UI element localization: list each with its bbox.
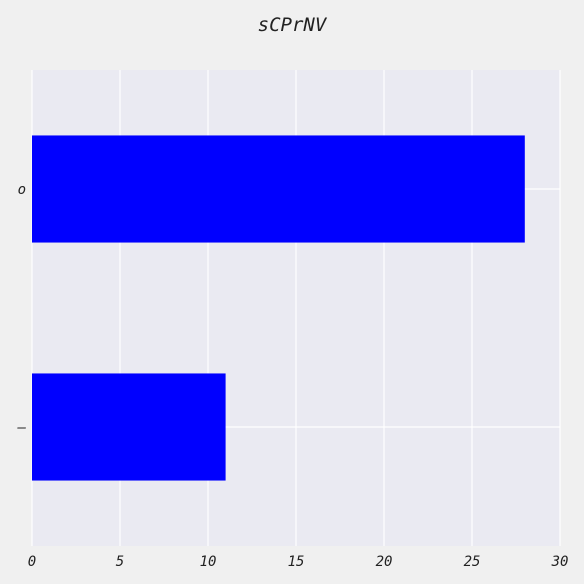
y-tick-label: o	[18, 182, 26, 198]
bar	[32, 373, 226, 481]
x-tick-label: 30	[551, 554, 569, 570]
y-tick-label: –	[17, 420, 27, 436]
x-tick-label: 25	[464, 554, 481, 570]
x-tick-label: 10	[200, 554, 217, 570]
chart-title: sCPrNV	[257, 14, 327, 36]
x-tick-label: 5	[116, 554, 124, 570]
x-tick-label: 15	[288, 554, 305, 570]
x-tick-label: 0	[28, 554, 36, 570]
bar	[32, 135, 525, 243]
x-tick-label: 20	[376, 554, 393, 570]
